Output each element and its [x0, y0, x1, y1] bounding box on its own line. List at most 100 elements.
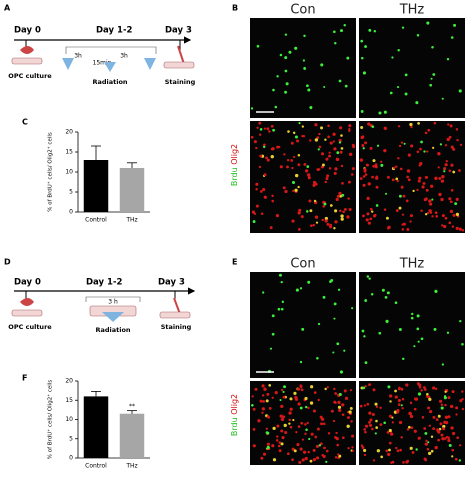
cell-dot — [304, 396, 308, 401]
cell-dot — [347, 197, 350, 200]
cell-dot — [424, 442, 428, 446]
cell-dot — [274, 105, 278, 109]
cell-dot — [338, 141, 342, 144]
cell-dot — [343, 24, 346, 27]
cell-dot — [363, 428, 366, 431]
cell-dot — [429, 211, 433, 214]
cell-dot — [330, 409, 334, 413]
cell-dot — [391, 421, 395, 424]
cell-dot — [394, 389, 397, 393]
cell-dot — [289, 397, 293, 401]
step-label: OPC culture — [8, 323, 52, 331]
cell-dot — [299, 406, 303, 410]
cell-dot — [461, 229, 465, 232]
cell-dot — [389, 432, 394, 436]
cell-dot — [304, 405, 308, 409]
cell-dot — [398, 206, 402, 210]
cell-dot — [338, 393, 342, 396]
cell-dot — [391, 460, 395, 464]
cell-dot — [450, 200, 453, 203]
cell-dot — [316, 356, 319, 360]
cell-dot — [300, 388, 304, 392]
cell-dot — [308, 437, 311, 441]
cell-dot — [330, 278, 334, 282]
cell-dot — [255, 204, 259, 208]
cell-dot — [383, 110, 387, 114]
cell-dot — [280, 388, 284, 392]
cell-dot — [314, 215, 319, 219]
cell-dot — [385, 449, 389, 453]
cell-dot — [282, 395, 286, 399]
x-tick-label: THz — [125, 217, 137, 224]
cell-dot — [301, 135, 304, 138]
cell-dot — [328, 167, 332, 170]
cell-dot — [320, 126, 324, 130]
cell-dot — [284, 431, 288, 435]
cell-dot — [316, 427, 320, 431]
cell-dot — [366, 275, 370, 278]
cell-dot — [449, 124, 453, 128]
cell-dot — [370, 292, 374, 296]
cell-dot — [305, 169, 309, 173]
cell-dot — [306, 165, 310, 169]
cell-dot — [359, 404, 363, 408]
panel-label: A — [4, 4, 11, 13]
cell-dot — [282, 186, 286, 190]
y-tick-label: 0 — [69, 455, 73, 462]
cell-dot — [446, 137, 450, 142]
cell-dot — [427, 406, 431, 410]
cell-dot — [396, 410, 400, 414]
cell-dot — [399, 167, 403, 171]
cell-dot — [288, 422, 291, 425]
cell-dot — [304, 423, 307, 426]
cell-dot — [295, 288, 299, 292]
cell-dot — [282, 415, 286, 419]
step-label: Staining — [161, 323, 192, 331]
day-label: Day 3 — [165, 26, 192, 36]
cell-dot — [307, 450, 310, 454]
cell-dot — [301, 438, 305, 441]
cell-dot — [313, 199, 317, 203]
cell-dot — [305, 428, 308, 432]
cell-dot — [321, 218, 324, 222]
cell-dot — [271, 314, 275, 318]
cell-dot — [279, 414, 283, 418]
cell-dot — [411, 451, 415, 454]
cell-dot — [439, 422, 443, 426]
cell-dot — [289, 407, 293, 411]
cell-dot — [297, 163, 301, 167]
cell-dot — [347, 180, 351, 184]
cell-dot — [257, 419, 261, 423]
cell-dot — [340, 217, 344, 221]
cell-dot — [348, 410, 352, 414]
cell-dot — [444, 390, 447, 393]
cell-dot — [334, 220, 338, 224]
cell-dot — [444, 415, 449, 419]
cell-dot — [329, 141, 333, 145]
cell-dot — [286, 452, 290, 456]
cell-dot — [400, 141, 404, 144]
cell-dot — [395, 177, 399, 181]
cell-dot — [432, 73, 436, 76]
micrograph — [250, 272, 356, 378]
cell-dot — [407, 178, 411, 182]
cell-dot — [316, 136, 320, 140]
cell-dot — [394, 301, 398, 305]
cell-dot — [289, 425, 293, 429]
cell-dot — [388, 394, 393, 398]
cell-dot — [410, 125, 413, 129]
cell-dot — [320, 63, 324, 67]
cell-dot — [428, 199, 432, 203]
cell-dot — [428, 397, 432, 402]
cell-dot — [254, 387, 258, 391]
cell-dot — [374, 402, 378, 406]
day-label: Day 3 — [158, 278, 185, 288]
cell-dot — [421, 185, 425, 189]
cell-dot — [455, 413, 458, 416]
cone-icon — [102, 312, 124, 322]
bar — [83, 160, 109, 212]
cell-dot — [294, 135, 298, 139]
stain-label: Brdu Olig2 — [230, 144, 239, 186]
cell-dot — [258, 121, 262, 125]
cell-dot — [280, 280, 283, 284]
